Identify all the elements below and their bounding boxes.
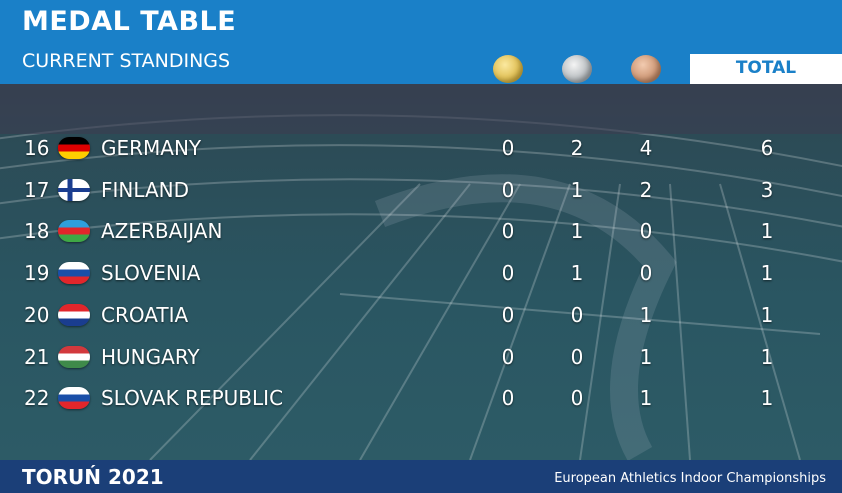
total-count: 1 bbox=[760, 219, 774, 244]
rank: 21 bbox=[24, 344, 50, 369]
flag bbox=[58, 303, 90, 326]
track-background bbox=[0, 84, 842, 460]
silver-count: 1 bbox=[570, 219, 584, 244]
total-header-box bbox=[690, 54, 842, 84]
gold-count: 0 bbox=[501, 386, 515, 411]
silver-count: 1 bbox=[570, 177, 584, 202]
total-count: 1 bbox=[760, 344, 774, 369]
total-header: TOTAL bbox=[735, 58, 797, 78]
gold-count: 0 bbox=[501, 261, 515, 286]
rank: 16 bbox=[24, 136, 50, 160]
bronze-medal-icon bbox=[631, 55, 661, 83]
subtitle: CURRENT STANDINGS bbox=[22, 50, 231, 72]
total-count: 1 bbox=[760, 302, 774, 327]
silver-medal-icon bbox=[562, 55, 592, 83]
gold-medal-icon bbox=[493, 55, 523, 83]
country: FINLAND bbox=[101, 177, 190, 202]
country: CROATIA bbox=[101, 302, 189, 327]
silver-count: 1 bbox=[570, 261, 584, 286]
country: AZERBAIJAN bbox=[101, 219, 223, 244]
rank: 18 bbox=[24, 219, 50, 244]
flag bbox=[58, 387, 90, 410]
country: GERMANY bbox=[101, 136, 202, 160]
title: MEDAL TABLE bbox=[22, 6, 237, 37]
silver-count: 0 bbox=[570, 344, 584, 369]
footer-band bbox=[0, 460, 842, 493]
gold-count: 0 bbox=[501, 302, 515, 327]
flag bbox=[58, 262, 90, 285]
rank: 19 bbox=[24, 261, 50, 286]
gold-count: 0 bbox=[501, 219, 515, 244]
country: SLOVENIA bbox=[101, 261, 201, 286]
flag bbox=[58, 137, 90, 159]
country: HUNGARY bbox=[101, 344, 200, 369]
bronze-count: 0 bbox=[639, 219, 653, 244]
silver-count: 2 bbox=[570, 136, 584, 160]
flag bbox=[58, 345, 90, 368]
footer-event: TORUŃ 2021 bbox=[22, 465, 164, 489]
bronze-count: 1 bbox=[639, 302, 653, 327]
total-count: 6 bbox=[760, 136, 774, 160]
gold-count: 0 bbox=[501, 177, 515, 202]
bronze-count: 4 bbox=[639, 136, 653, 160]
rank: 22 bbox=[24, 386, 50, 411]
gold-count: 0 bbox=[501, 136, 515, 160]
footer-championship: European Athletics Indoor Championships bbox=[554, 471, 826, 486]
rank: 20 bbox=[24, 302, 50, 327]
rank: 17 bbox=[24, 177, 50, 202]
silver-count: 0 bbox=[570, 386, 584, 411]
total-count: 1 bbox=[760, 386, 774, 411]
bronze-count: 1 bbox=[639, 344, 653, 369]
bronze-count: 0 bbox=[639, 261, 653, 286]
silver-count: 0 bbox=[570, 302, 584, 327]
total-count: 3 bbox=[760, 177, 774, 202]
gold-count: 0 bbox=[501, 344, 515, 369]
bronze-count: 1 bbox=[639, 386, 653, 411]
bronze-count: 2 bbox=[639, 177, 653, 202]
flag bbox=[58, 220, 90, 243]
total-count: 1 bbox=[760, 261, 774, 286]
flag bbox=[58, 178, 90, 201]
country: SLOVAK REPUBLIC bbox=[101, 386, 284, 411]
